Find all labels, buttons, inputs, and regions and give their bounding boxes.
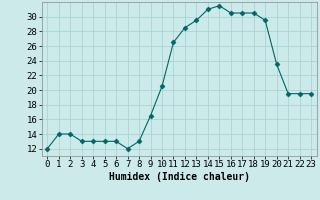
X-axis label: Humidex (Indice chaleur): Humidex (Indice chaleur): [109, 172, 250, 182]
